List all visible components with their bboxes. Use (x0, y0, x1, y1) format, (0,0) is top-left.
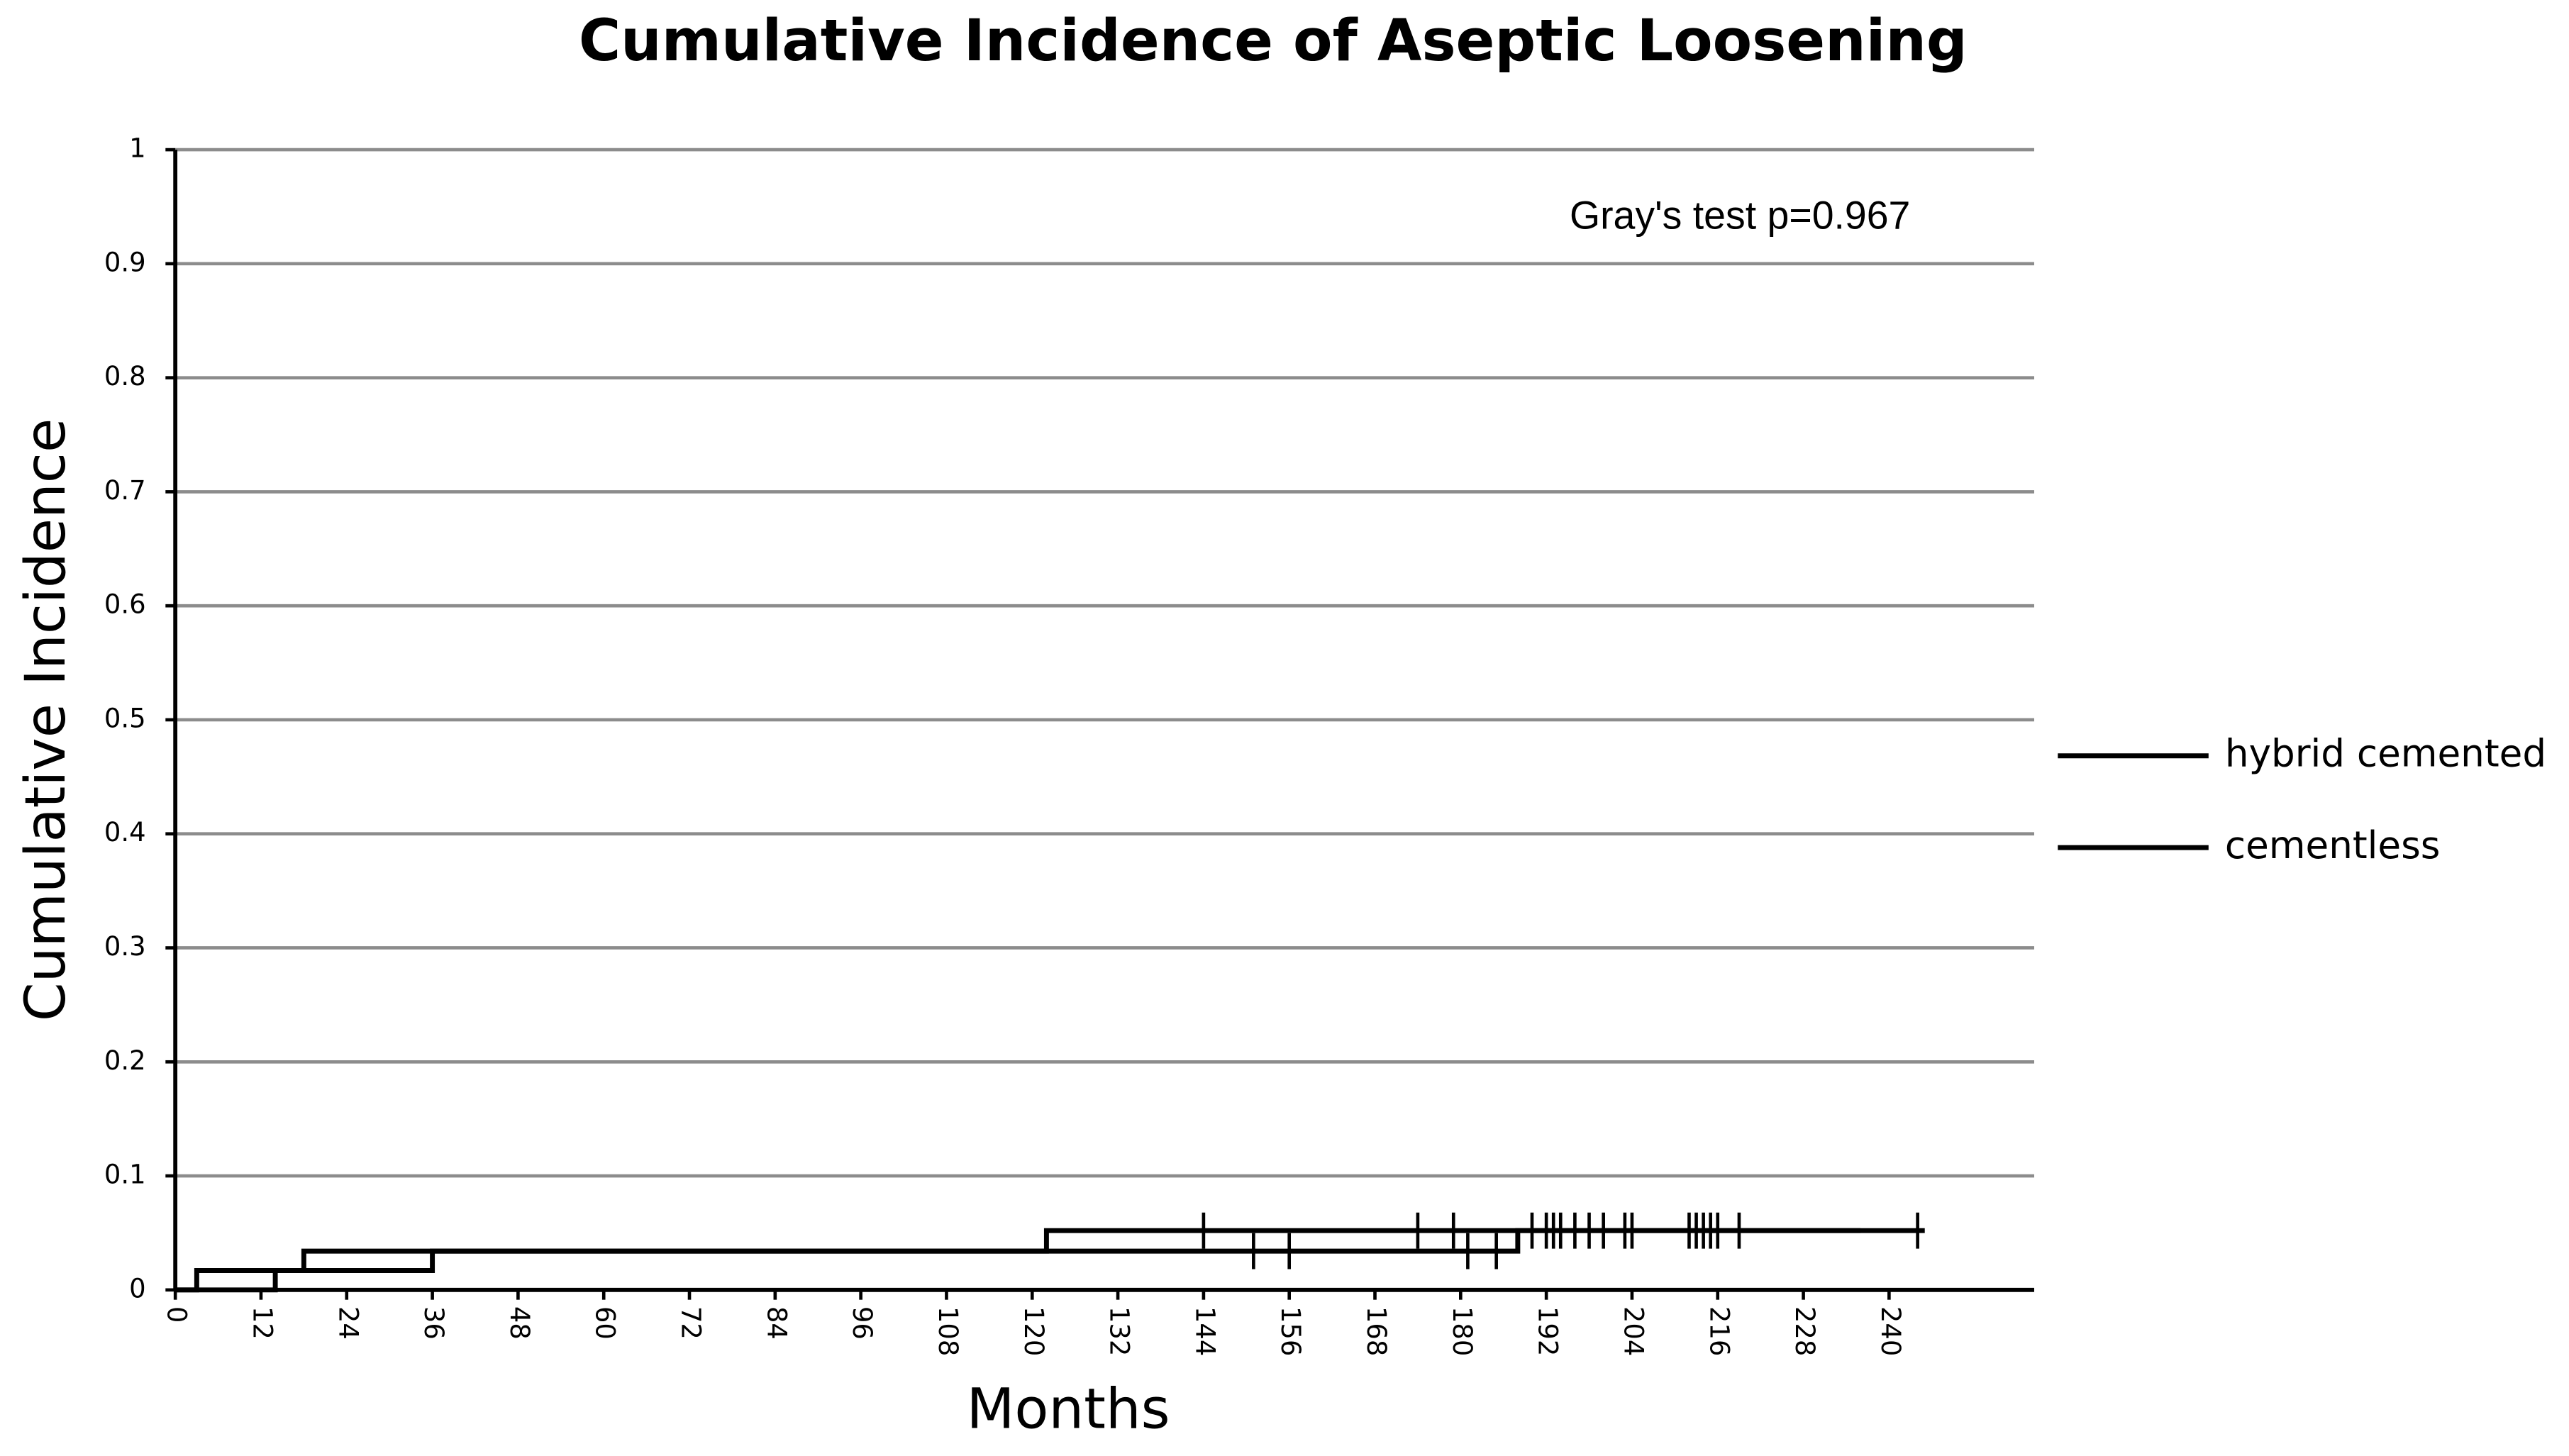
x-tick-label: 96 (847, 1306, 877, 1340)
x-tick-label: 180 (1447, 1306, 1477, 1357)
x-tick-label: 48 (504, 1306, 535, 1340)
y-tick-label: 0 (129, 1273, 146, 1304)
x-tick-label: 0 (162, 1306, 192, 1323)
x-tick-label: 120 (1019, 1306, 1049, 1357)
x-tick-label: 228 (1790, 1306, 1820, 1357)
x-tick-label: 108 (933, 1306, 963, 1357)
y-tick-label: 1 (129, 133, 146, 164)
y-tick-label: 0.1 (104, 1160, 146, 1190)
y-tick-label: 0.7 (104, 475, 146, 506)
x-tick-label: 192 (1533, 1306, 1563, 1357)
chart-title: Cumulative Incidence of Aseptic Loosenin… (579, 8, 1968, 74)
x-tick-label: 12 (247, 1306, 277, 1340)
x-tick-label: 204 (1618, 1306, 1648, 1357)
x-tick-label: 84 (761, 1306, 792, 1340)
y-tick-label: 0.5 (104, 703, 146, 733)
x-tick-label: 36 (418, 1306, 449, 1340)
y-tick-label: 0.6 (104, 589, 146, 620)
y-tick-label: 0.2 (104, 1045, 146, 1076)
y-tick-label: 0.3 (104, 931, 146, 962)
legend-label: cementless (2225, 823, 2441, 867)
x-tick-label: 24 (333, 1306, 363, 1340)
y-tick-label: 0.4 (104, 817, 146, 848)
x-tick-label: 216 (1704, 1306, 1734, 1357)
x-tick-label: 132 (1104, 1306, 1135, 1357)
x-tick-label: 168 (1361, 1306, 1392, 1357)
y-tick-label: 0.9 (104, 247, 146, 277)
legend-label: hybrid cemented (2225, 731, 2546, 775)
annotation: Gray's test p=0.967 (1570, 194, 1910, 238)
y-axis-label: Cumulative Incidence (13, 418, 78, 1021)
x-tick-label: 156 (1275, 1306, 1306, 1357)
x-axis-label: Months (967, 1377, 1170, 1442)
x-tick-label: 240 (1875, 1306, 1906, 1357)
x-tick-label: 60 (590, 1306, 621, 1340)
step-line (175, 1228, 1925, 1293)
x-tick-label: 72 (676, 1306, 706, 1340)
x-tick-label: 144 (1189, 1306, 1220, 1357)
y-tick-label: 0.8 (104, 361, 146, 391)
step-line (175, 1228, 1861, 1293)
